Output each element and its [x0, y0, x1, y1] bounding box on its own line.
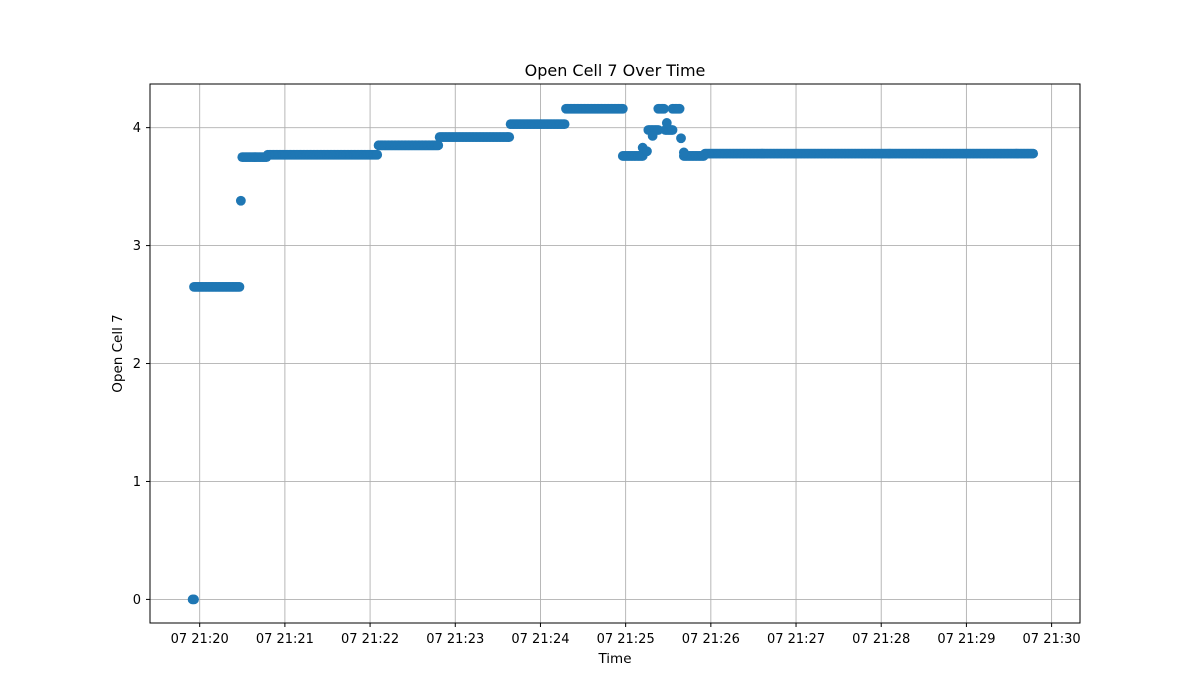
data-point: [674, 103, 685, 114]
y-tick-label: 1: [133, 475, 141, 490]
data-point: [559, 119, 570, 129]
data-point: [189, 594, 199, 605]
y-tick-label: 0: [133, 593, 141, 608]
data-point: [661, 118, 672, 128]
y-tick-label: 2: [133, 357, 141, 372]
plot-frame: [149, 83, 1081, 624]
data-point: [234, 281, 245, 292]
x-tick-label: 07 21:21: [256, 632, 314, 647]
x-tick-label: 07 21:20: [171, 632, 229, 647]
data-point: [659, 103, 669, 114]
x-tick-label: 07 21:25: [597, 632, 655, 647]
grid-lines: [150, 84, 1080, 623]
x-tick-label: 07 21:22: [341, 632, 399, 647]
plot-area: [150, 84, 1080, 623]
data-points: [187, 103, 1039, 605]
data-point: [372, 149, 383, 160]
data-point: [647, 130, 658, 141]
data-point: [617, 103, 628, 114]
data-point: [676, 133, 686, 144]
data-point: [678, 147, 689, 158]
x-tick-label: 07 21:27: [767, 632, 825, 647]
x-axis-ticks: 07 21:20 07 21:21 07 21:22 07 21:23 07 21:24…: [171, 623, 1081, 647]
data-point: [667, 125, 678, 135]
x-tick-label: 07 21:29: [937, 632, 995, 647]
x-tick-label: 07 21:30: [1023, 632, 1081, 647]
y-axis-label: Open Cell 7: [110, 314, 126, 392]
x-tick-label: 07 21:24: [511, 632, 569, 647]
data-point: [504, 132, 515, 142]
y-axis-ticks: 0 1 2 3 4: [133, 121, 150, 608]
chart-title: Open Cell 7 Over Time: [525, 61, 706, 80]
y-tick-label: 4: [133, 121, 141, 136]
x-tick-label: 07 21:26: [682, 632, 740, 647]
y-tick-label: 3: [133, 239, 141, 254]
data-point: [1028, 148, 1039, 159]
data-point: [433, 140, 444, 151]
x-tick-label: 07 21:28: [852, 632, 910, 647]
data-point: [235, 195, 246, 206]
x-tick-label: 07 21:23: [426, 632, 484, 647]
data-point: [642, 146, 652, 157]
x-axis-label: Time: [597, 651, 631, 667]
